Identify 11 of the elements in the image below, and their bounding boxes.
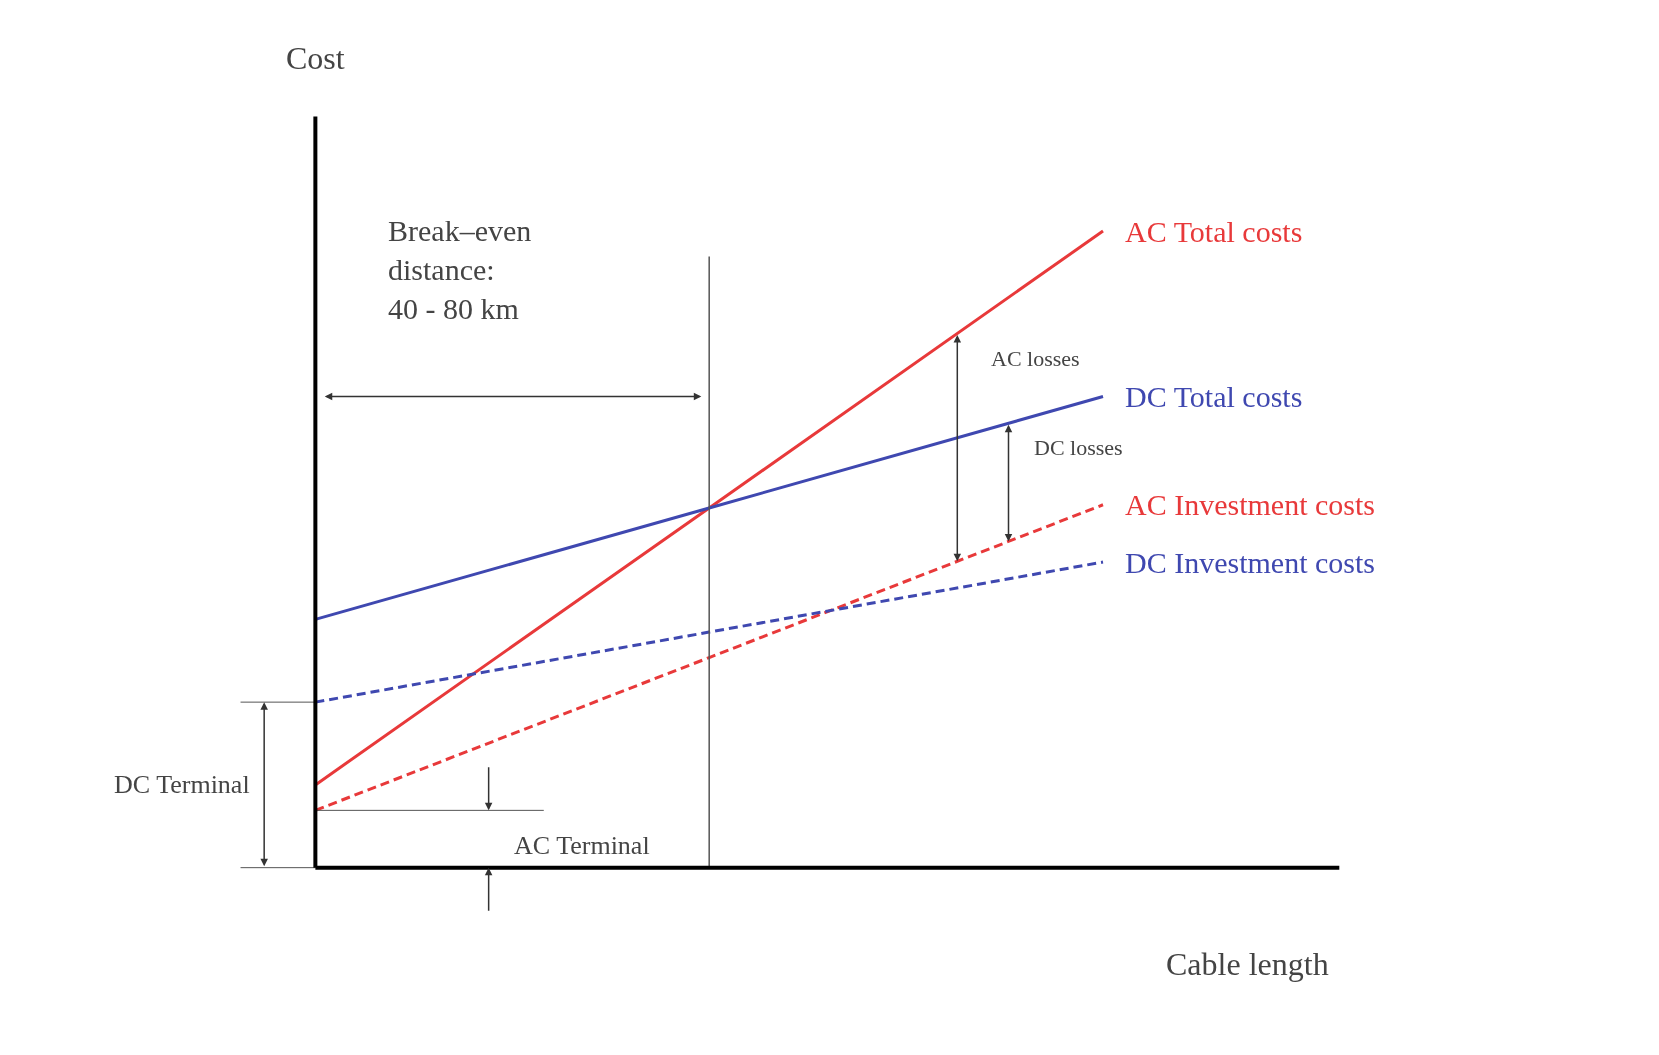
- annotation: Break–even distance: 40 - 80 km: [388, 214, 532, 325]
- series-label: AC Investment costs: [1125, 488, 1375, 521]
- series-label: AC Total costs: [1125, 215, 1303, 248]
- annotation: AC losses: [991, 346, 1080, 371]
- x-axis-title: Cable length: [1166, 946, 1329, 982]
- y-axis-title: Cost: [286, 40, 345, 76]
- series-label: DC Total costs: [1125, 380, 1303, 413]
- annotation: AC Terminal: [514, 831, 650, 860]
- text: DC Terminal: [114, 770, 250, 799]
- annotation: DC losses: [1034, 435, 1123, 460]
- series-label: DC Investment costs: [1125, 546, 1375, 579]
